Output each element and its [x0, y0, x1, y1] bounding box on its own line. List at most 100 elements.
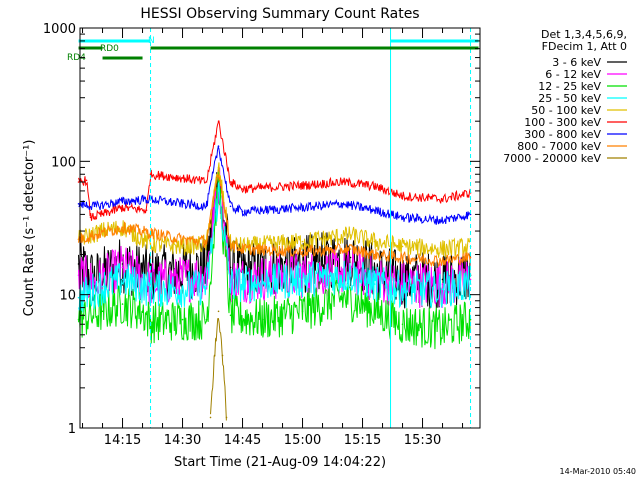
data-point [401, 256, 404, 259]
data-point [77, 274, 80, 276]
data-point [141, 310, 144, 313]
data-point [301, 184, 304, 187]
data-point [349, 274, 352, 276]
legend-item-label: 25 - 50 keV [538, 92, 601, 105]
data-point [349, 234, 352, 236]
data-point [121, 206, 124, 209]
data-point [229, 243, 232, 245]
data-point [221, 354, 224, 357]
data-point [341, 296, 344, 299]
data-point [401, 195, 404, 197]
series-layer [77, 120, 472, 421]
data-point [217, 169, 220, 172]
data-point [217, 310, 220, 313]
data-point [241, 283, 244, 285]
x-tick-label: 14:45 [224, 433, 261, 448]
series-4 [77, 180, 472, 313]
data-point [205, 205, 208, 208]
data-point [241, 188, 244, 190]
series-line [78, 145, 471, 226]
data-point [469, 256, 472, 259]
chart-title: HESSI Observing Summary Count Rates [140, 6, 419, 22]
data-point [181, 278, 184, 281]
y-tick-label: 1000 [43, 22, 76, 37]
data-point [121, 200, 124, 203]
data-point [217, 120, 220, 122]
flag-label-n: N [148, 36, 155, 46]
data-point [469, 318, 472, 321]
series-9 [209, 310, 228, 421]
series-line [78, 165, 471, 350]
data-point [373, 253, 376, 256]
data-point [85, 179, 88, 182]
data-point [441, 288, 444, 290]
y-axis-label: Count Rate (s⁻¹ detector⁻¹) [22, 140, 37, 317]
data-point [401, 283, 404, 285]
legend-item-label: 3 - 6 keV [552, 56, 601, 69]
legend-item-label: 800 - 7000 keV [517, 140, 601, 153]
series-8 [77, 169, 472, 268]
data-point [121, 266, 124, 269]
data-point [77, 296, 80, 299]
data-point [301, 240, 304, 243]
data-point [181, 288, 184, 290]
data-point [209, 416, 212, 419]
data-point [217, 190, 220, 192]
legend-item-label: 7000 - 20000 keV [503, 152, 601, 165]
data-point [93, 205, 96, 208]
data-point [441, 198, 444, 200]
series-6 [77, 120, 472, 221]
series-7 [77, 145, 472, 226]
data-point [401, 323, 404, 326]
data-point [213, 354, 216, 357]
data-point [469, 278, 472, 281]
data-point [89, 216, 92, 219]
data-point [77, 263, 80, 265]
data-point [401, 245, 404, 248]
data-point [441, 259, 444, 262]
series-3 [77, 165, 472, 350]
flag-label-rd4: RD4 [67, 53, 86, 63]
data-point [349, 248, 352, 250]
plot-frame [79, 27, 481, 429]
data-point [145, 209, 148, 211]
data-point [217, 145, 220, 147]
data-point [341, 181, 344, 183]
data-point [301, 250, 304, 253]
data-point [225, 416, 228, 419]
data-point [301, 206, 304, 209]
axis-layer: 1 10 100 1000 14:15 14:30 14:45 15:00 15:15 15:30 [43, 22, 480, 448]
data-point [77, 318, 80, 321]
x-axis-label: Start Time (21-Aug-09 14:04:22) [174, 455, 386, 470]
legend-header-line: FDecim 1, Att 0 [542, 40, 627, 53]
legend-item-label: 300 - 800 keV [524, 128, 601, 141]
flag-layer: N RD0 RD4 [67, 36, 479, 63]
data-point [241, 248, 244, 250]
x-tick-label: 15:00 [284, 433, 321, 448]
series-line [78, 180, 471, 313]
series-line [78, 173, 471, 268]
data-point [77, 238, 80, 241]
data-point [373, 209, 376, 211]
data-point [229, 314, 232, 317]
x-tick-label: 14:15 [104, 433, 141, 448]
data-point [301, 278, 304, 281]
data-point [101, 310, 104, 313]
legend: Det 1,3,4,5,6,9,FDecim 1, Att 0 3 - 6 keV… [503, 28, 627, 165]
y-tick-label: 1 [68, 422, 76, 437]
data-point [101, 213, 104, 216]
data-point [229, 181, 232, 183]
data-point [441, 219, 444, 222]
flag-label-rd0: RD0 [100, 44, 119, 54]
data-point [229, 266, 232, 269]
data-point [373, 240, 376, 243]
y-tick-label: 10 [59, 289, 76, 304]
x-tick-label: 14:30 [164, 433, 201, 448]
data-point [229, 283, 232, 285]
data-point [93, 234, 96, 236]
data-point [121, 226, 124, 229]
data-point [217, 166, 220, 169]
legend-item-label: 6 - 12 keV [545, 68, 601, 81]
data-point [121, 278, 124, 281]
